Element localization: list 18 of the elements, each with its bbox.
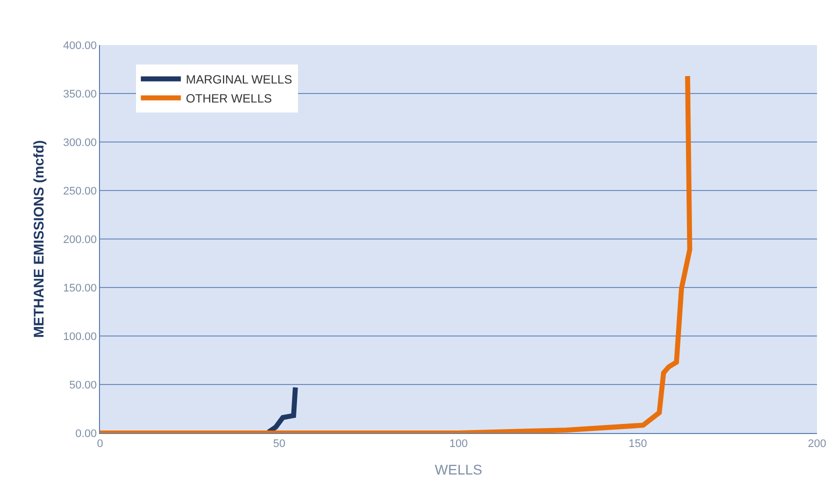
- legend-label: OTHER WELLS: [186, 92, 272, 106]
- y-tick-label: 400.00: [63, 40, 97, 52]
- x-tick-label: 150: [628, 438, 647, 450]
- legend-label: MARGINAL WELLS: [186, 72, 292, 87]
- y-tick-label: 350.00: [63, 88, 97, 100]
- y-axis-title: METHANE EMISSIONS (mcfd): [30, 140, 47, 338]
- x-axis-title: WELLS: [434, 462, 482, 478]
- y-tick-label: 300.00: [63, 136, 97, 149]
- y-tick-label: 200.00: [63, 234, 97, 246]
- x-tick-label: 0: [96, 438, 104, 450]
- x-tick-label: 200: [808, 438, 826, 450]
- x-tick-label: 50: [273, 438, 286, 450]
- y-tick-label: 50.00: [69, 379, 97, 392]
- y-tick-label: 100.00: [63, 330, 97, 343]
- y-tick-label: 0.00: [75, 428, 97, 440]
- y-tick-label: 250.00: [63, 185, 97, 198]
- x-tick-label: 100: [449, 438, 468, 450]
- y-tick-label: 150.00: [63, 282, 97, 294]
